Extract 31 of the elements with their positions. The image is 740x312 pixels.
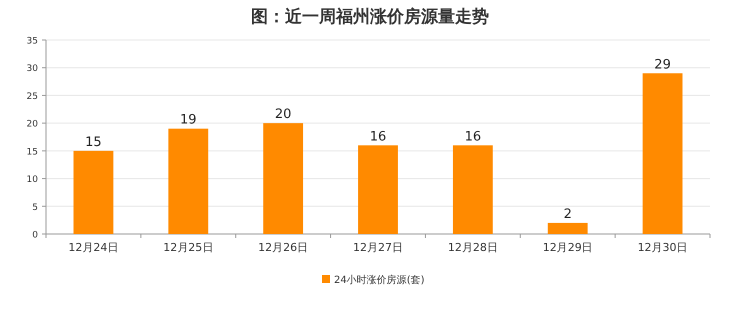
data-label: 15 (85, 134, 102, 150)
y-tick-label: 15 (26, 147, 38, 158)
chart-title: 图：近一周福州涨价房源量走势 (251, 7, 489, 27)
x-tick-label: 12月28日 (448, 241, 498, 254)
data-label: 20 (274, 107, 292, 122)
bar (74, 150, 114, 234)
bar (168, 128, 208, 234)
bar (263, 123, 304, 234)
y-tick-label: 10 (26, 175, 38, 186)
legend-label: 24小时涨价房源(套) (334, 274, 425, 286)
x-tick-label: 12月30日 (638, 241, 688, 254)
x-tick-label: 12月25日 (163, 241, 214, 254)
data-label: 16 (464, 129, 482, 144)
data-label: 2 (564, 206, 572, 222)
data-label: 19 (180, 112, 197, 128)
x-tick-label: 12月29日 (542, 241, 593, 254)
data-label: 16 (370, 129, 386, 144)
bar (642, 73, 682, 234)
y-tick-label: 20 (26, 120, 38, 130)
x-tick-label: 12月24日 (68, 241, 118, 254)
bar (358, 145, 398, 234)
x-tick-label: 12月26日 (258, 241, 308, 254)
y-tick-label: 0 (32, 230, 38, 240)
y-tick-label: 25 (26, 92, 38, 102)
y-tick-label: 5 (32, 202, 38, 213)
bar (548, 222, 588, 234)
y-tick-label: 35 (26, 36, 38, 46)
x-tick-label: 12月27日 (353, 241, 403, 254)
data-label: 29 (654, 57, 671, 72)
bar (452, 145, 493, 234)
y-tick-label: 30 (26, 64, 38, 74)
